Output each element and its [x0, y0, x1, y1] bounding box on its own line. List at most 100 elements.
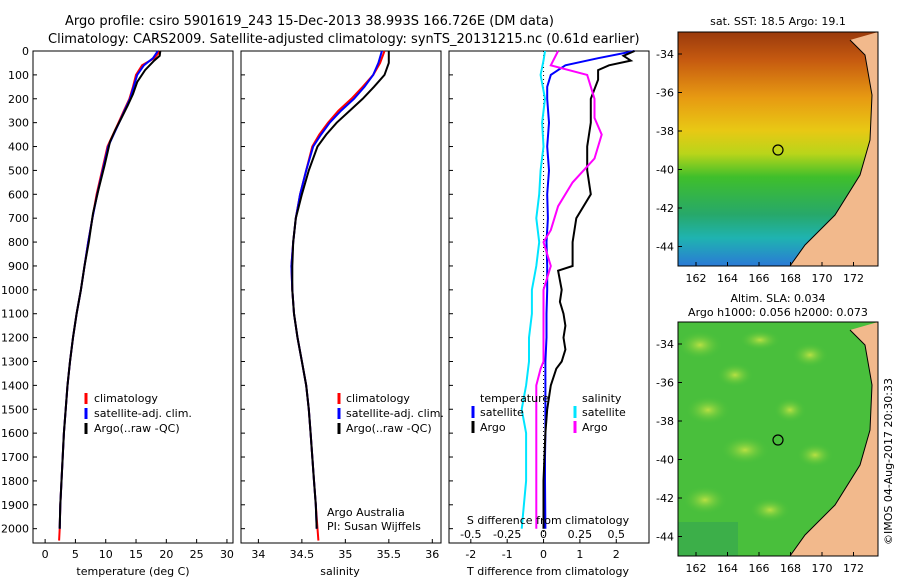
x-tick-label: -1: [502, 548, 513, 561]
y-tick-label: 1300: [1, 355, 29, 368]
x-tick-label: 35: [338, 548, 352, 561]
map-x-tick-label: 168: [780, 272, 801, 285]
salinity-legend: climatology satellite-adj. clim. Argo(..…: [337, 392, 444, 435]
salinity-xlabel: salinity: [320, 565, 360, 578]
y-tick-label: 700: [8, 212, 29, 225]
x-tick-label: 30: [220, 548, 234, 561]
map-y-tick-label: -40: [656, 164, 674, 177]
sst-land: [790, 32, 878, 266]
header-line-2: Climatology: CARS2009. Satellite-adjuste…: [48, 32, 640, 47]
map-y-tick-label: -36: [656, 87, 674, 100]
y-tick-label: 1500: [1, 403, 29, 416]
sla-anomaly-patch: [717, 363, 753, 387]
temperature-legend: climatology satellite-adj. clim. Argo(..…: [84, 392, 192, 435]
y-tick-label: 1900: [1, 499, 29, 512]
y-tick-label: 1600: [1, 427, 29, 440]
map-y-tick-label: -42: [656, 492, 674, 505]
map-x-tick-label: 166: [749, 562, 770, 575]
x-tick-label: 1: [576, 548, 583, 561]
top-x-tick-label: -0.25: [493, 528, 521, 541]
map-x-tick-label: 166: [749, 272, 770, 285]
series-line-salinity-satellite: [520, 50, 547, 529]
sst-map: sat. SST: 18.5 Argo: 19.1 -34 -36 -38 -40 -4…: [656, 15, 879, 285]
map-y-tick-label: -38: [656, 125, 674, 138]
difference-panel: -2 -1 0 1 2 -0.5 -0.25 0 0.25 0.5 T difference fr…: [448, 50, 650, 578]
sla-argo-location-marker: [772, 434, 784, 446]
y-tick-label: 800: [8, 236, 29, 249]
y-tick-label: 600: [8, 188, 29, 201]
x-tick-label: 25: [190, 548, 204, 561]
top-x-tick-label: -0.5: [460, 528, 481, 541]
x-tick-label: 35.5: [377, 548, 402, 561]
y-tick-label: 1400: [1, 379, 29, 392]
legend-label-satellite: satellite-adj. clim.: [346, 407, 444, 420]
map-x-tick-label: 162: [686, 562, 707, 575]
top-x-tick-label: 0.25: [568, 528, 593, 541]
y-tick-label: 1200: [1, 332, 29, 345]
series-line-temperature-argo: [542, 50, 635, 529]
y-tick-label: 400: [8, 141, 29, 154]
legend-label-argo: Argo(..raw -QC): [346, 422, 432, 435]
y-tick-label: 500: [8, 164, 29, 177]
x-tick-label: 34: [251, 548, 265, 561]
temperature-panel: 0100200300400500600700800900100011001200…: [1, 45, 234, 578]
legend-label-salinity-argo: Argo: [582, 421, 608, 434]
legend-label-satellite: satellite-adj. clim.: [94, 407, 192, 420]
x-tick-label: 10: [99, 548, 113, 561]
x-tick-label: -2: [465, 548, 476, 561]
x-tick-label: 5: [72, 548, 79, 561]
series-line-temperature-satellite: [544, 50, 635, 529]
legend-heading-temperature: temperature: [480, 392, 549, 405]
annotation-pi: PI: Susan Wijffels: [327, 520, 421, 533]
legend-label-temperature-argo: Argo: [480, 421, 506, 434]
sst-argo-location-marker: [772, 144, 784, 156]
difference-top-xlabel: S difference from climatology: [467, 514, 630, 527]
x-tick-label: 34.5: [290, 548, 315, 561]
temperature-plot-frame: [32, 50, 234, 544]
y-tick-label: 300: [8, 117, 29, 130]
map-y-tick-label: -36: [656, 377, 674, 390]
y-tick-label: 200: [8, 93, 29, 106]
map-x-tick-label: 172: [843, 272, 864, 285]
y-tick-label: 1700: [1, 451, 29, 464]
credit-text: ©IMOS 04-Aug-2017 20:30:33: [882, 378, 895, 545]
temperature-xlabel: temperature (deg C): [76, 565, 189, 578]
sla-anomaly-patch: [683, 486, 727, 514]
legend-label-salinity-satellite: satellite: [582, 406, 626, 419]
map-x-tick-label: 170: [812, 562, 833, 575]
sla-map: Altim. SLA: 0.034 Argo h1000: 0.056 h200…: [656, 292, 879, 575]
series-line-argo-raw-qc-: [58, 50, 162, 529]
map-y-tick-label: -42: [656, 202, 674, 215]
map-y-tick-label: -40: [656, 454, 674, 467]
x-tick-label: 15: [129, 548, 143, 561]
top-x-tick-label: 0: [540, 528, 547, 541]
sla-anomaly-patch: [721, 436, 769, 464]
map-x-tick-label: 168: [780, 562, 801, 575]
legend-label-climatology: climatology: [346, 392, 410, 405]
x-tick-label: 2: [613, 548, 620, 561]
map-y-tick-label: -38: [656, 415, 674, 428]
series-line-argo-raw-qc-: [291, 51, 390, 529]
map-y-tick-label: -44: [656, 531, 674, 544]
sla-land: [790, 322, 878, 556]
header-line-1: Argo profile: csiro 5901619_243 15-Dec-2…: [65, 14, 554, 29]
map-y-tick-label: -34: [656, 48, 674, 61]
sla-anomaly-patch: [797, 443, 833, 467]
map-x-tick-label: 164: [717, 272, 738, 285]
x-tick-label: 0: [42, 548, 49, 561]
sla-anomaly-patch: [750, 498, 790, 522]
series-line-salinity-argo: [535, 50, 603, 529]
legend-label-climatology: climatology: [94, 392, 158, 405]
y-tick-label: 1000: [1, 284, 29, 297]
sla-anomaly-patch: [678, 331, 722, 359]
salinity-plot-frame: [240, 50, 442, 544]
legend-label-argo: Argo(..raw -QC): [94, 422, 180, 435]
y-tick-label: 1800: [1, 475, 29, 488]
salinity-panel: 34 34.5 35 35.5 36 salinity climatology sate…: [240, 50, 444, 578]
x-tick-label: 20: [159, 548, 173, 561]
x-tick-label: 36: [425, 548, 439, 561]
sst-map-frame: [677, 31, 879, 267]
map-x-tick-label: 172: [843, 562, 864, 575]
y-tick-label: 1100: [1, 308, 29, 321]
